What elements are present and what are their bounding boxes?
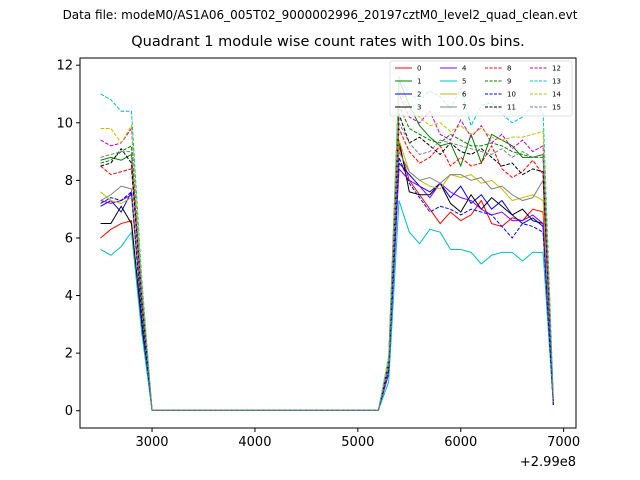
x-tick-label: 6000 bbox=[444, 435, 477, 450]
legend-label-0: 0 bbox=[417, 65, 421, 73]
y-tick-label: 8 bbox=[65, 174, 73, 189]
legend-label-11: 11 bbox=[507, 104, 516, 112]
legend-label-13: 13 bbox=[552, 78, 561, 86]
x-tick-label: 7000 bbox=[547, 435, 580, 450]
legend-label-6: 6 bbox=[462, 91, 467, 99]
legend-label-1: 1 bbox=[417, 78, 421, 86]
legend-label-9: 9 bbox=[507, 78, 511, 86]
x-tick-label: 3000 bbox=[135, 435, 168, 450]
y-tick-label: 2 bbox=[65, 347, 73, 362]
legend-label-2: 2 bbox=[417, 91, 421, 99]
series-lines bbox=[100, 75, 554, 411]
series-line-6 bbox=[100, 139, 554, 411]
series-line-3 bbox=[100, 139, 554, 411]
y-tick-label: 4 bbox=[65, 289, 73, 304]
legend-label-5: 5 bbox=[462, 78, 466, 86]
series-line-0 bbox=[100, 145, 554, 411]
y-tick-label: 10 bbox=[56, 116, 73, 131]
y-tick-label: 12 bbox=[56, 59, 73, 74]
series-line-8 bbox=[100, 128, 554, 411]
series-line-12 bbox=[100, 93, 554, 411]
y-tick-label: 6 bbox=[65, 231, 73, 246]
legend-label-3: 3 bbox=[417, 104, 421, 112]
series-line-10 bbox=[100, 157, 554, 411]
legend-label-8: 8 bbox=[507, 65, 511, 73]
legend-box bbox=[389, 60, 573, 117]
x-tick-label: 4000 bbox=[238, 435, 271, 450]
chart-title: Quadrant 1 module wise count rates with … bbox=[131, 34, 525, 50]
series-line-1 bbox=[100, 79, 554, 411]
series-line-5 bbox=[100, 200, 554, 411]
figure-suptitle: Data file: modeM0/AS1A06_005T02_90000029… bbox=[62, 8, 578, 22]
series-line-13 bbox=[100, 75, 554, 411]
legend-label-14: 14 bbox=[552, 91, 561, 99]
legend-label-7: 7 bbox=[462, 104, 466, 112]
series-line-11 bbox=[100, 113, 554, 411]
legend-label-4: 4 bbox=[462, 65, 467, 73]
series-line-14 bbox=[100, 88, 554, 411]
legend-label-12: 12 bbox=[552, 65, 561, 73]
legend-label-15: 15 bbox=[552, 104, 561, 112]
x-tick-label: 5000 bbox=[341, 435, 374, 450]
series-line-7 bbox=[100, 149, 554, 411]
axes-frame bbox=[79, 57, 577, 429]
series-line-15 bbox=[100, 120, 554, 411]
y-tick-label: 0 bbox=[65, 404, 73, 419]
series-line-2 bbox=[100, 161, 554, 411]
legend-label-10: 10 bbox=[507, 91, 516, 99]
x-offset-label: +2.99e8 bbox=[520, 455, 576, 470]
